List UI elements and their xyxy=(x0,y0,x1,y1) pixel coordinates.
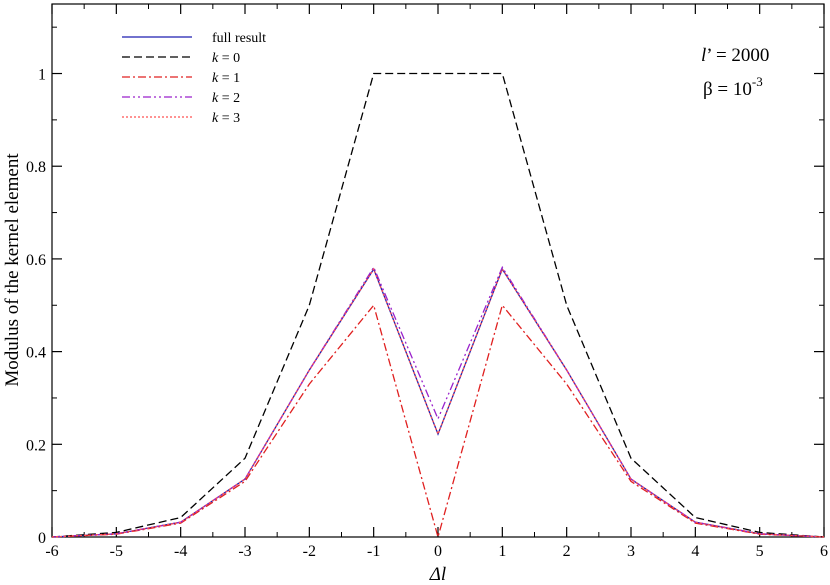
x-tick-label: 2 xyxy=(563,543,571,560)
annotation-lprime: l’ = 2000 xyxy=(701,45,769,66)
x-tick-label: 6 xyxy=(820,543,828,560)
x-tick-label: 3 xyxy=(627,543,635,560)
y-tick-label: 0.8 xyxy=(26,159,46,176)
x-tick-label: 4 xyxy=(691,543,699,560)
series-line-0 xyxy=(51,267,825,538)
y-axis-label: Modulus of the kernel element xyxy=(2,153,23,387)
x-tick-label: 1 xyxy=(498,543,506,560)
legend-label: k = 2 xyxy=(212,91,240,106)
x-tick-label: -5 xyxy=(110,543,123,560)
axis-ticks: -6 -5 -4 -3 -2 -1 0 1 2 3 4 5 6 0 0.2 0.4 0.6 0.8 1 xyxy=(26,4,828,560)
series-line-3 xyxy=(51,265,825,538)
legend-label: k = 0 xyxy=(212,51,240,66)
x-tick-label: -4 xyxy=(174,543,187,560)
x-tick-label: -6 xyxy=(45,543,58,560)
x-tick-label: 5 xyxy=(756,543,764,560)
legend: full result k = 0 k = 1 k = 2 k = 3 xyxy=(122,31,266,126)
y-tick-label: 0.2 xyxy=(26,437,46,454)
x-tick-label: -2 xyxy=(303,543,316,560)
series-lines xyxy=(51,72,825,540)
y-tick-label: 0 xyxy=(38,530,46,547)
x-tick-label: 0 xyxy=(434,543,442,560)
legend-label: full result xyxy=(212,31,266,46)
x-axis-label: Δl xyxy=(429,564,446,585)
annotation-beta: β = 10-3 xyxy=(703,74,763,100)
y-tick-label: 0.6 xyxy=(26,252,46,269)
series-line-4 xyxy=(51,267,825,538)
series-line-1 xyxy=(51,72,825,538)
legend-label: k = 3 xyxy=(212,111,240,126)
series-line-2 xyxy=(51,303,825,540)
x-tick-label: -1 xyxy=(367,543,380,560)
legend-label: k = 1 xyxy=(212,71,240,86)
y-tick-label: 1 xyxy=(38,67,46,84)
x-tick-label: -3 xyxy=(238,543,251,560)
y-tick-label: 0.4 xyxy=(26,345,46,362)
